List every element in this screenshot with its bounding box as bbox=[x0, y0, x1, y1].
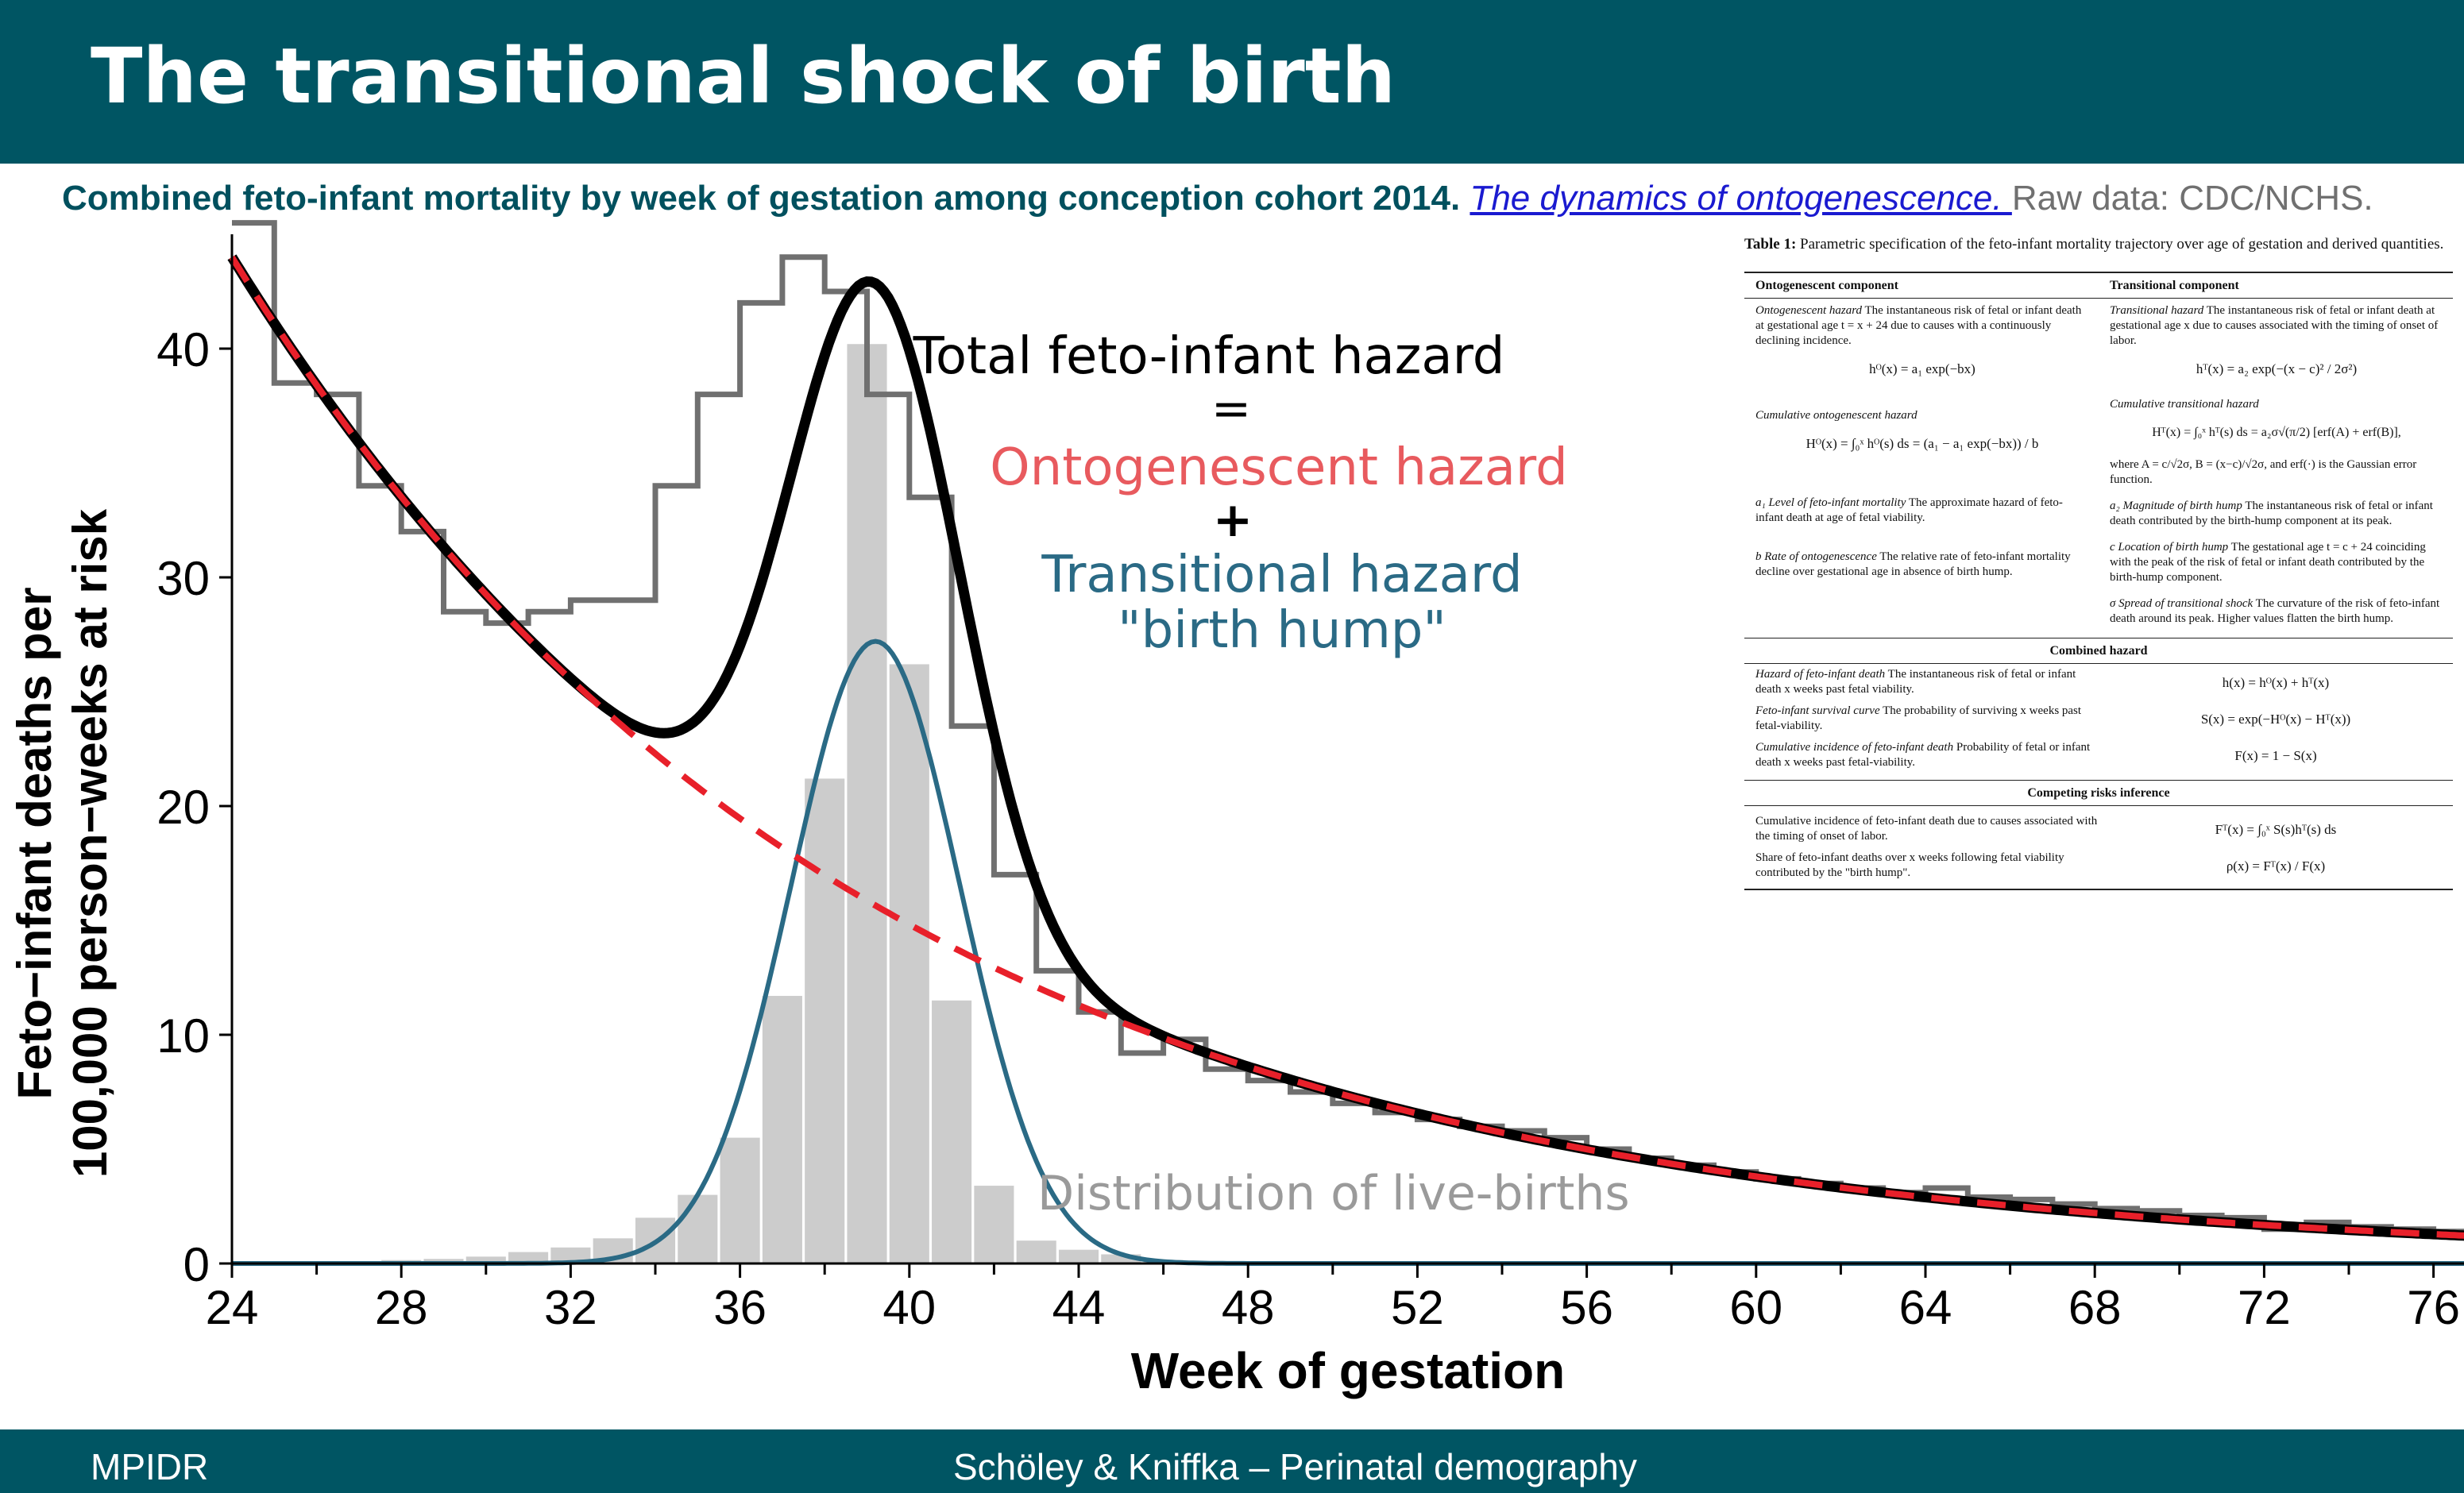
subtitle-description: Combined feto-infant mortality by week o… bbox=[62, 179, 1450, 218]
table-caption: Table 1: Parametric specification of the… bbox=[1744, 236, 2444, 253]
x-tick-label: 40 bbox=[882, 1281, 936, 1334]
births-bar bbox=[1101, 1254, 1141, 1263]
header-bar bbox=[0, 0, 2464, 164]
x-axis-label: Week of gestation bbox=[1131, 1342, 1565, 1399]
births-bar bbox=[805, 778, 845, 1263]
y-tick-label: 20 bbox=[156, 781, 210, 834]
y-tick-label: 40 bbox=[156, 323, 210, 376]
births-bars bbox=[296, 344, 1184, 1263]
x-tick-label: 64 bbox=[1899, 1281, 1952, 1334]
births-bar bbox=[974, 1186, 1014, 1263]
annotation-birth-hump: "birth hump" bbox=[1118, 601, 1446, 660]
y-tick-label: 0 bbox=[183, 1238, 210, 1291]
table-head-ontogenescent: Ontogenescent component bbox=[1755, 279, 1898, 292]
births-bar bbox=[550, 1247, 591, 1263]
annotation-equals: = bbox=[1211, 381, 1251, 437]
table-col-ontogenescent: Ontogenescent hazard The instantaneous r… bbox=[1755, 304, 2082, 578]
subtitle: Combined feto-infant mortality by week o… bbox=[62, 176, 2373, 221]
x-tick-label: 72 bbox=[2238, 1281, 2291, 1334]
births-bar bbox=[678, 1194, 718, 1263]
births-bar bbox=[847, 344, 887, 1263]
y-axis-label-line1: Feto−infant deaths per bbox=[8, 587, 61, 1099]
x-tick-label: 24 bbox=[206, 1281, 259, 1334]
x-tick-label: 48 bbox=[1222, 1281, 1275, 1334]
x-tick-label: 60 bbox=[1729, 1281, 1782, 1334]
x-tick-label: 56 bbox=[1560, 1281, 1613, 1334]
footer-bar bbox=[0, 1429, 2464, 1493]
annotation-total: Total feto-infant hazard bbox=[913, 327, 1505, 386]
slide-title: The transitional shock of birth bbox=[91, 32, 1396, 121]
y-axis-label-line2: 100,000 person−weeks at risk bbox=[64, 508, 117, 1178]
y-tick-label: 10 bbox=[156, 1009, 210, 1063]
table-1: Table 1: Parametric specification of the… bbox=[1744, 235, 2453, 890]
table-col-transitional: Transitional hazard The instantaneous ri… bbox=[2110, 304, 2440, 625]
x-tick-label: 76 bbox=[2407, 1281, 2460, 1334]
footer-authors: Schöley & Kniffka – Perinatal demography bbox=[953, 1446, 1637, 1487]
chart-axes: 24 28 32 36 40 44 48 52 56 60 64 68 72 76 0 10 20 30 40 bbox=[156, 234, 2464, 1334]
x-tick-label: 52 bbox=[1391, 1281, 1444, 1334]
x-tick-label: 28 bbox=[375, 1281, 428, 1334]
table-head-combined: Combined hazard bbox=[2049, 644, 2148, 658]
x-tick-label: 44 bbox=[1052, 1281, 1106, 1334]
births-bar bbox=[1058, 1249, 1099, 1263]
births-bar bbox=[465, 1256, 506, 1263]
births-bar bbox=[889, 664, 929, 1263]
hazard-chart: 24 28 32 36 40 44 48 52 56 60 64 68 72 76 0 10 20 30 40 We… bbox=[8, 220, 2464, 1399]
x-tick-label: 36 bbox=[713, 1281, 767, 1334]
births-bar bbox=[720, 1137, 760, 1263]
x-tick-label: 68 bbox=[2068, 1281, 2122, 1334]
subtitle-period: . bbox=[1450, 179, 1461, 218]
footer-institution: MPIDR bbox=[91, 1446, 209, 1487]
births-bar bbox=[932, 1000, 972, 1263]
births-bar bbox=[508, 1252, 549, 1263]
births-bar bbox=[762, 996, 802, 1263]
annotation-ontogenescent: Ontogenescent hazard bbox=[990, 438, 1567, 497]
births-bar bbox=[1016, 1240, 1056, 1263]
y-tick-label: 30 bbox=[156, 552, 210, 605]
table-head-competing: Competing risks inference bbox=[2027, 786, 2170, 800]
data-source: Raw data: CDC/NCHS. bbox=[2011, 179, 2373, 218]
table-head-transitional: Transitional component bbox=[2110, 279, 2239, 292]
paper-link[interactable]: The dynamics of ontogenescence. bbox=[1470, 179, 2012, 218]
ontogenescent-hazard-line bbox=[229, 255, 2464, 1239]
x-tick-label: 32 bbox=[544, 1281, 597, 1334]
annotation-births: Distribution of live-births bbox=[1037, 1166, 1630, 1221]
annotation-plus: + bbox=[1213, 492, 1253, 548]
annotation-transitional: Transitional hazard bbox=[1041, 546, 1522, 604]
